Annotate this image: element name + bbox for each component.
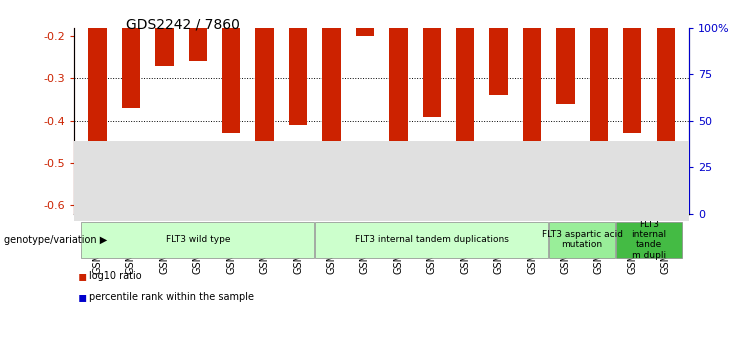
Text: GDS2242 / 7860: GDS2242 / 7860 (126, 17, 240, 31)
Text: FLT3 internal tandem duplications: FLT3 internal tandem duplications (355, 235, 508, 244)
Bar (657, 28, 675, 180)
Bar (389, 28, 408, 167)
Bar (222, 28, 240, 134)
Bar (88, 28, 107, 201)
Bar (561, 188, 570, 214)
Bar (160, 180, 168, 214)
Bar (127, 190, 135, 214)
FancyBboxPatch shape (316, 221, 548, 258)
Bar (294, 186, 302, 214)
Bar (590, 28, 608, 184)
Text: FLT3 aspartic acid
mutation: FLT3 aspartic acid mutation (542, 230, 622, 249)
Bar (628, 188, 637, 214)
Text: FLT3 wild type: FLT3 wild type (165, 235, 230, 244)
Text: ▪: ▪ (78, 269, 87, 283)
FancyBboxPatch shape (82, 221, 314, 258)
Bar (356, 28, 374, 36)
Bar (155, 28, 173, 66)
Bar (523, 28, 541, 159)
Bar (623, 28, 642, 134)
Bar (256, 28, 274, 171)
Text: log10 ratio: log10 ratio (89, 271, 142, 281)
Bar (528, 188, 536, 214)
Bar (188, 28, 207, 61)
Bar (461, 201, 469, 214)
FancyBboxPatch shape (549, 221, 615, 258)
Bar (662, 190, 670, 214)
Bar (122, 28, 140, 108)
Bar (595, 188, 603, 214)
Bar (193, 182, 202, 214)
FancyBboxPatch shape (617, 221, 682, 258)
Bar (328, 205, 336, 214)
Bar (422, 28, 441, 117)
Text: ▪: ▪ (78, 290, 87, 304)
FancyBboxPatch shape (74, 141, 689, 221)
Bar (556, 28, 575, 104)
Bar (227, 182, 236, 214)
Text: genotype/variation ▶: genotype/variation ▶ (4, 235, 107, 245)
Bar (260, 184, 269, 214)
Bar (394, 177, 402, 214)
Bar (428, 188, 436, 214)
Bar (489, 28, 508, 95)
Text: FLT3
internal
tande
m dupli: FLT3 internal tande m dupli (631, 220, 667, 260)
Bar (494, 182, 503, 214)
Bar (322, 28, 341, 205)
Text: percentile rank within the sample: percentile rank within the sample (89, 292, 254, 302)
Bar (93, 208, 102, 214)
Bar (456, 28, 474, 193)
Bar (361, 205, 369, 214)
Bar (289, 28, 308, 125)
